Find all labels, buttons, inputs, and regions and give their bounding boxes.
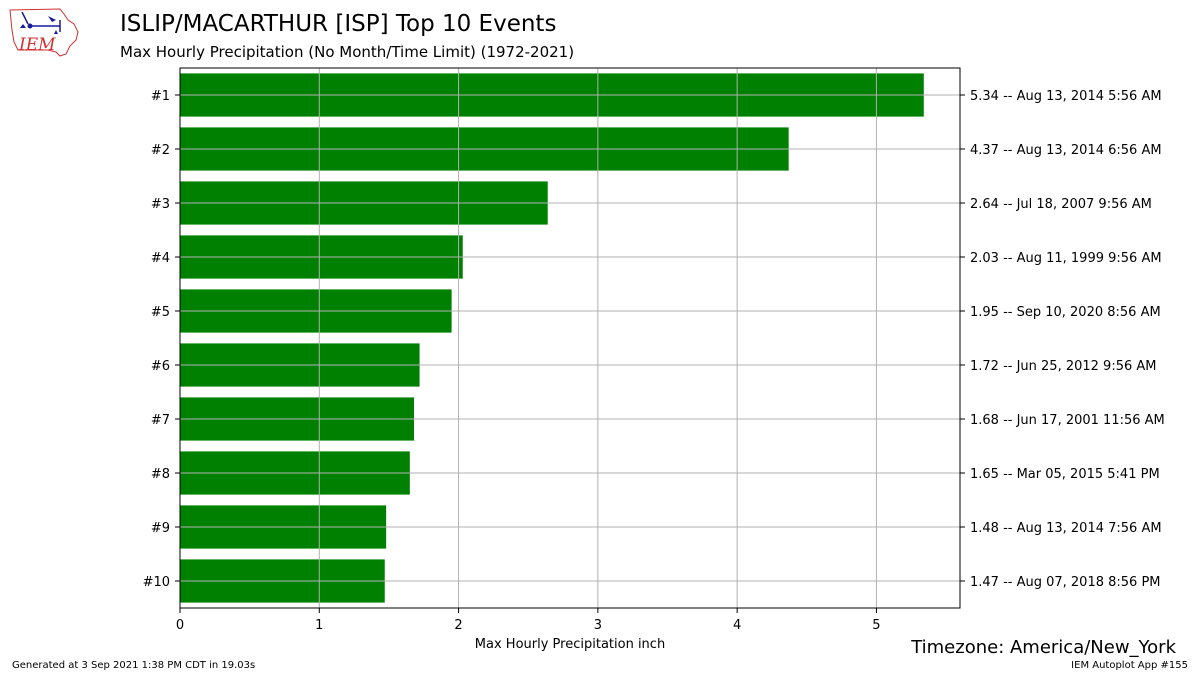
y-tick-label: #1 <box>151 89 170 104</box>
y-tick-label: #4 <box>151 251 170 266</box>
y-tick-label: #10 <box>143 575 170 590</box>
right-event-label: 2.64 -- Jul 18, 2007 9:56 AM <box>970 197 1152 212</box>
right-event-label: 5.34 -- Aug 13, 2014 5:56 AM <box>970 89 1162 104</box>
iem-logo: IEM <box>9 8 79 57</box>
right-event-label: 1.65 -- Mar 05, 2015 5:41 PM <box>970 467 1160 482</box>
x-tick-label: 1 <box>315 618 323 633</box>
y-tick-label: #6 <box>151 359 170 374</box>
y-tick-label: #2 <box>151 143 170 158</box>
y-tick-label: #3 <box>151 197 170 212</box>
x-axis-label: Max Hourly Precipitation inch <box>475 637 665 652</box>
chart-title: ISLIP/MACARTHUR [ISP] Top 10 Events <box>120 11 557 37</box>
x-tick-label: 0 <box>176 618 184 633</box>
timezone-label: Timezone: America/New_York <box>911 637 1176 658</box>
right-event-label: 4.37 -- Aug 13, 2014 6:56 AM <box>970 143 1162 158</box>
logo-text: IEM <box>18 35 56 55</box>
right-event-label: 2.03 -- Aug 11, 1999 9:56 AM <box>970 251 1162 266</box>
right-event-label: 1.48 -- Aug 13, 2014 7:56 AM <box>970 521 1162 536</box>
x-tick-label: 2 <box>454 618 462 633</box>
plot-frame <box>179 67 961 609</box>
y-tick-label: #9 <box>151 521 170 536</box>
x-tick-label: 3 <box>594 618 602 633</box>
right-event-label: 1.47 -- Aug 07, 2018 8:56 PM <box>970 575 1161 590</box>
x-tick-label: 4 <box>733 618 741 633</box>
y-tick-label: #8 <box>151 467 170 482</box>
right-event-label: 1.95 -- Sep 10, 2020 8:56 AM <box>970 305 1161 320</box>
y-tick-label: #5 <box>151 305 170 320</box>
generated-note: Generated at 3 Sep 2021 1:38 PM CDT in 1… <box>12 660 256 671</box>
app-credit: IEM Autoplot App #155 <box>1071 660 1188 671</box>
chart-subtitle: Max Hourly Precipitation (No Month/Time … <box>120 43 575 61</box>
y-tick-label: #7 <box>151 413 170 428</box>
right-event-label: 1.72 -- Jun 25, 2012 9:56 AM <box>970 359 1157 374</box>
x-tick-label: 5 <box>872 618 880 633</box>
right-event-label: 1.68 -- Jun 17, 2001 11:56 AM <box>970 413 1165 428</box>
